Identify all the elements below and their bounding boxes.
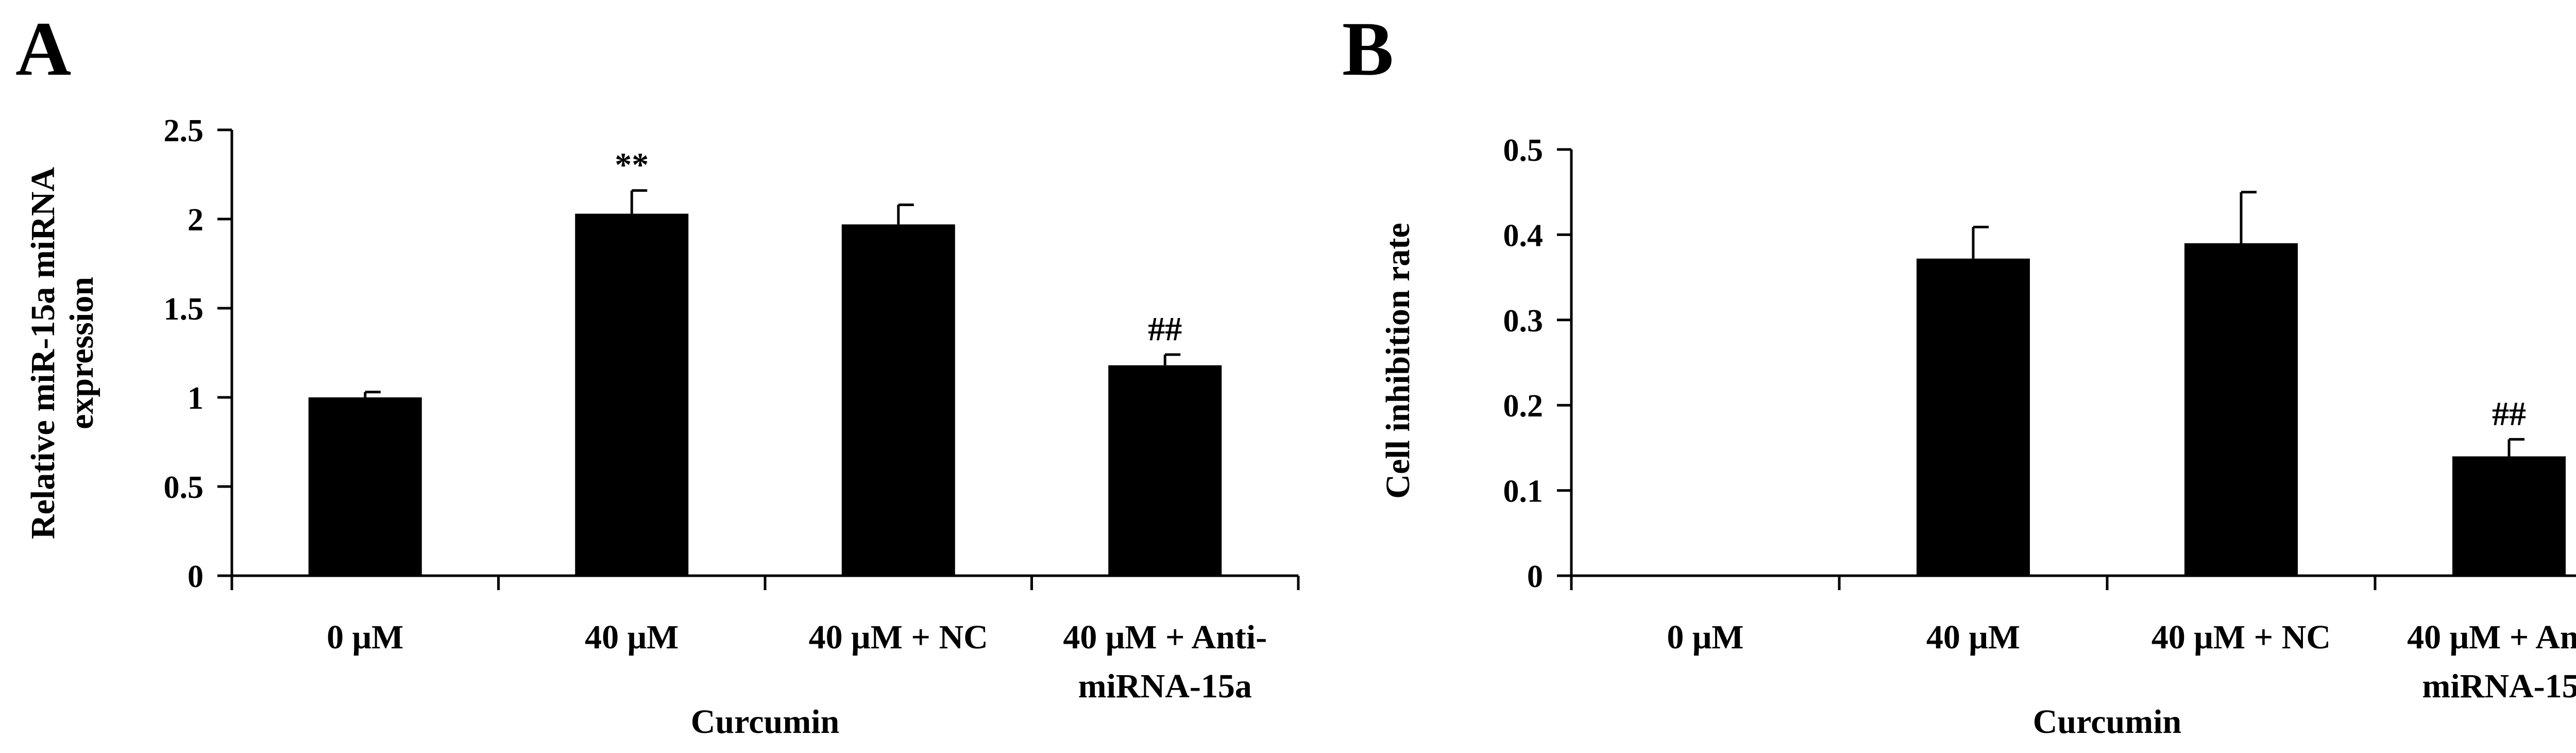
panel-b-chart: B 0 0.1 0.2 0.3 0.4 0.5 0 μM 40 μM 40 μM + NC ## 40…	[1342, 6, 2576, 741]
significance-annotation: **	[615, 146, 649, 184]
y-tick-label: 0.4	[1503, 218, 1544, 253]
x-tick-label: 40 μM + NC	[809, 618, 988, 656]
bar	[841, 224, 955, 576]
y-tick-label: 0	[1527, 559, 1543, 594]
bar	[1108, 365, 1222, 576]
x-tick-label: 0 μM	[327, 618, 403, 656]
panel-a-chart: A 0 0.5 1 1.5 2 2.5 0 μM ** 40 μM 40 μM + NC ## 40 μ…	[15, 6, 1300, 741]
bar	[2452, 456, 2566, 576]
y-tick-label: 0.1	[1503, 474, 1544, 509]
x-tick-label: 0 μM	[1667, 618, 1743, 656]
x-tick-label: 40 μM + Anti-	[1063, 618, 1267, 656]
y-tick-label: 2	[188, 203, 204, 238]
y-tick-label: 0.2	[1503, 389, 1544, 424]
panel-letter: B	[1342, 6, 1394, 92]
x-tick-label: 40 μM	[1926, 618, 2020, 656]
y-tick-label: 1.5	[164, 292, 204, 327]
x-tick-label: 40 μM + NC	[2151, 618, 2331, 656]
y-axis-title: Relative miR-15a miRNA	[24, 167, 62, 540]
x-tick-label: miRNA-15a	[2422, 667, 2576, 705]
panel-letter: A	[15, 6, 71, 92]
bar	[575, 213, 689, 576]
y-axis-title: expression	[63, 277, 100, 429]
significance-annotation: ##	[1148, 310, 1182, 348]
y-tick-label: 0.5	[164, 470, 204, 505]
bar	[308, 397, 422, 576]
x-axis-title: Curcumin	[691, 703, 840, 741]
y-tick-label: 2.5	[164, 113, 204, 148]
y-tick-label: 0	[188, 559, 204, 594]
y-tick-label: 0.3	[1503, 304, 1544, 339]
bar	[1917, 258, 2030, 576]
y-axis-title: Cell inhibition rate	[1379, 223, 1417, 498]
significance-annotation: ##	[2492, 395, 2526, 432]
x-tick-label: 40 μM + Anti-	[2407, 618, 2576, 656]
y-tick-label: 0.5	[1503, 133, 1544, 168]
x-axis-title: Curcumin	[2033, 703, 2182, 741]
y-tick-label: 1	[188, 381, 204, 416]
bar	[2184, 243, 2298, 576]
x-tick-label: miRNA-15a	[1078, 667, 1252, 705]
x-tick-label: 40 μM	[585, 618, 679, 656]
